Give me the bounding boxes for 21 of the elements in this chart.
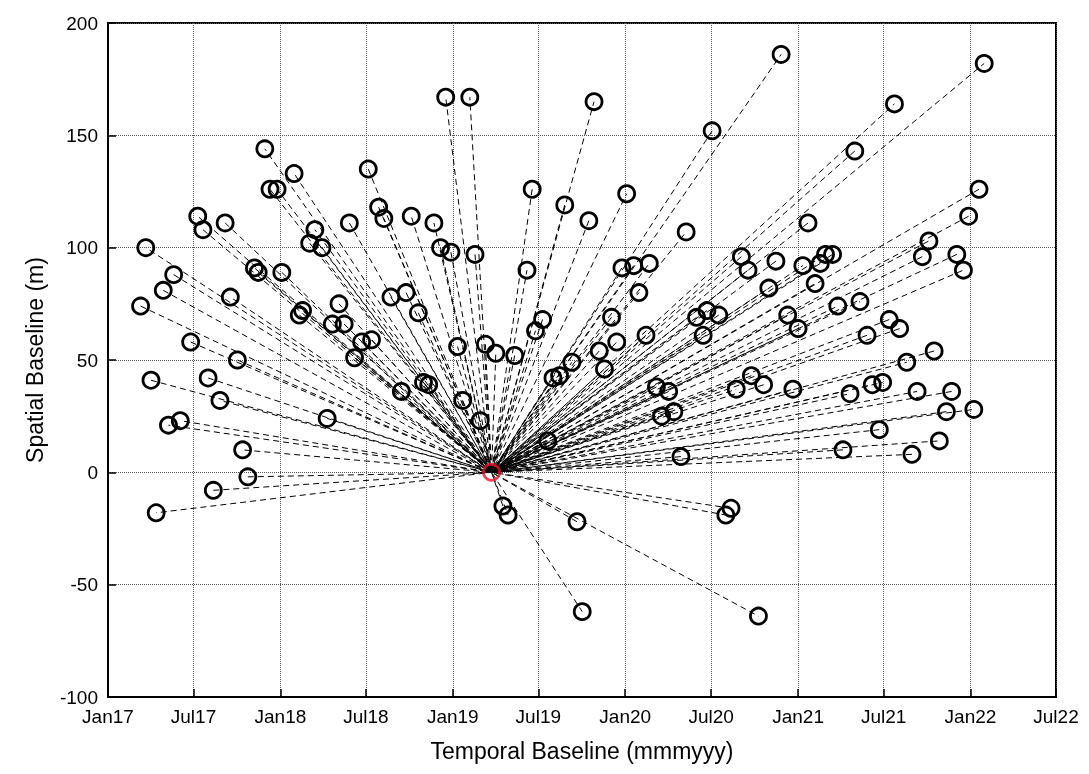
y-tick-label: 50 [76, 349, 98, 371]
x-tick-label: Jul22 [1033, 706, 1079, 727]
x-tick-label: Jan22 [944, 706, 997, 727]
x-tick-label: Jul20 [688, 706, 734, 727]
x-tick-label: Jul21 [860, 706, 907, 727]
x-tick-label: Jul18 [343, 706, 389, 727]
y-axis-title: Spatial Baseline (m) [21, 257, 48, 463]
x-tick-label: Jan18 [254, 706, 307, 727]
y-tick-label: 150 [66, 124, 98, 146]
y-tick-label: 0 [87, 461, 98, 483]
y-tick-label: 100 [66, 237, 98, 259]
x-tick-label: Jan21 [772, 706, 824, 727]
y-tick-label: -50 [70, 574, 98, 596]
x-tick-label: Jan17 [82, 706, 134, 727]
x-tick-label: Jul19 [515, 706, 562, 727]
x-tick-label: Jan19 [426, 706, 479, 727]
x-tick-label: Jul17 [170, 706, 217, 727]
y-tick-label: 200 [66, 12, 98, 34]
x-tick-label: Jan20 [599, 706, 652, 727]
y-tick-label: -100 [59, 686, 98, 708]
x-axis-title: Temporal Baseline (mmmyyy) [430, 737, 734, 764]
